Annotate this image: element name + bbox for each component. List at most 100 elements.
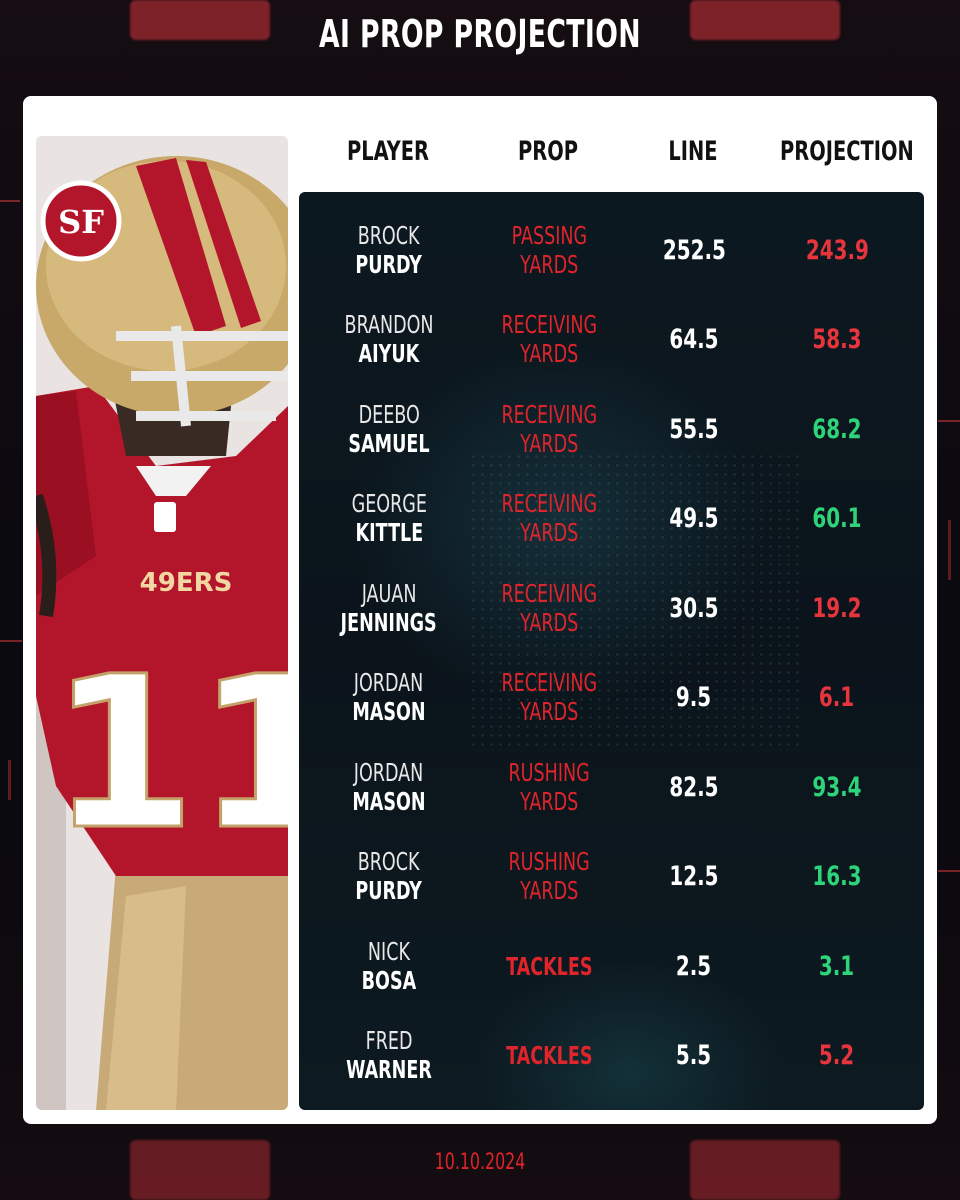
player-cell: BROCK PURDY [319,831,459,921]
player-cell: GEORGE KITTLE [319,473,459,563]
projection-cell: 19.2 [767,563,907,653]
table-row: BROCK PURDY RUSHING YARDS 12.5 16.3 [299,831,924,921]
projection-value: 19.2 [812,592,862,624]
player-first-name: BRANDON [344,310,434,339]
player-photo: 49ERS 11 SF [36,136,288,1110]
header-line: LINE [668,136,718,167]
prop-label: RECEIVING [501,310,597,339]
projection-cell: 58.3 [767,294,907,384]
line-cell: 49.5 [629,473,759,563]
player-cell: BRANDON AIYUK [319,294,459,384]
projection-cell: 93.4 [767,742,907,832]
player-first-name: FRED [365,1026,413,1055]
projection-value: 243.9 [805,234,869,266]
line-value: 64.5 [669,323,719,355]
projection-cell: 243.9 [767,205,907,295]
prop-label: RECEIVING [501,400,597,429]
line-value: 82.5 [669,771,719,803]
prop-label: RECEIVING [501,668,597,697]
table-row: DEEBO SAMUEL RECEIVING YARDS 55.5 68.2 [299,384,924,474]
prop-label-2: YARDS [519,518,579,547]
helmet-logo-icon [40,180,122,262]
line-value: 252.5 [662,234,726,266]
projection-cell: 68.2 [767,384,907,474]
header-prop: PROP [518,136,578,167]
player-first-name: NICK [367,937,411,966]
player-first-name: BROCK [358,221,420,250]
prop-label-2: YARDS [519,339,579,368]
player-last-name: AIYUK [358,339,420,368]
prop-label: RUSHING [508,847,590,876]
player-last-name: PURDY [355,250,423,279]
prop-label-2: YARDS [519,429,579,458]
player-last-name: PURDY [355,876,423,905]
prop-label: RECEIVING [501,579,597,608]
projection-value: 58.3 [812,323,862,355]
projection-value: 93.4 [812,771,862,803]
date-label: 10.10.2024 [434,1150,526,1175]
player-last-name: WARNER [346,1055,432,1084]
table-row: JORDAN MASON RUSHING YARDS 82.5 93.4 [299,742,924,832]
projection-card: 49ERS 11 SF PLAYER PROP LINE PROJECTION … [23,96,937,1124]
prop-label-2: YARDS [519,876,579,905]
player-first-name: GEORGE [351,489,427,518]
projection-value: 5.2 [819,1039,855,1071]
line-cell: 82.5 [629,742,759,832]
header-player: PLAYER [347,136,429,167]
player-first-name: BROCK [358,847,420,876]
player-last-name: MASON [352,787,426,816]
table-row: BRANDON AIYUK RECEIVING YARDS 64.5 58.3 [299,294,924,384]
prop-label: TACKLES [505,951,593,981]
helmet-logo-text: SF [58,203,104,241]
line-value: 12.5 [669,860,719,892]
table-row: JAUAN JENNINGS RECEIVING YARDS 30.5 19.2 [299,563,924,653]
prop-label-2: YARDS [519,787,579,816]
player-last-name: SAMUEL [348,429,430,458]
prop-label: TACKLES [505,1040,593,1070]
player-cell: FRED WARNER [319,1010,459,1100]
prop-label-2: YARDS [519,697,579,726]
prop-label: RECEIVING [501,489,597,518]
prop-cell: RECEIVING YARDS [474,652,624,742]
table-row: NICK BOSA TACKLES 2.5 3.1 [299,921,924,1011]
player-cell: NICK BOSA [319,921,459,1011]
line-cell: 252.5 [629,205,759,295]
prop-cell: TACKLES [474,1010,624,1100]
player-last-name: KITTLE [355,518,423,547]
player-last-name: MASON [352,697,426,726]
line-cell: 55.5 [629,384,759,474]
player-cell: JAUAN JENNINGS [319,563,459,653]
projection-cell: 3.1 [767,921,907,1011]
projection-cell: 6.1 [767,652,907,742]
projection-value: 60.1 [812,502,862,534]
table-header: PLAYER PROP LINE PROJECTION [298,134,924,170]
line-cell: 2.5 [629,921,759,1011]
player-last-name: JENNINGS [340,608,438,637]
prop-cell: PASSING YARDS [474,205,624,295]
line-value: 5.5 [676,1039,712,1071]
player-first-name: JORDAN [354,758,424,787]
jersey-number: 11 [50,631,288,876]
player-first-name: JORDAN [354,668,424,697]
line-cell: 64.5 [629,294,759,384]
line-cell: 12.5 [629,831,759,921]
player-cell: JORDAN MASON [319,652,459,742]
projection-value: 6.1 [819,681,855,713]
player-cell: BROCK PURDY [319,205,459,295]
line-value: 55.5 [669,413,719,445]
prop-label-2: YARDS [519,608,579,637]
projection-cell: 5.2 [767,1010,907,1100]
player-cell: JORDAN MASON [319,742,459,832]
table-row: JORDAN MASON RECEIVING YARDS 9.5 6.1 [299,652,924,742]
table-row: GEORGE KITTLE RECEIVING YARDS 49.5 60.1 [299,473,924,563]
prop-cell: RUSHING YARDS [474,831,624,921]
player-first-name: JAUAN [361,579,417,608]
header-projection: PROJECTION [780,136,914,167]
jersey-wordmark: 49ERS [140,568,233,598]
line-value: 30.5 [669,592,719,624]
table-row: FRED WARNER TACKLES 5.5 5.2 [299,1010,924,1100]
prop-cell: RECEIVING YARDS [474,473,624,563]
projection-cell: 60.1 [767,473,907,563]
prop-cell: RECEIVING YARDS [474,563,624,653]
projection-value: 16.3 [812,860,862,892]
